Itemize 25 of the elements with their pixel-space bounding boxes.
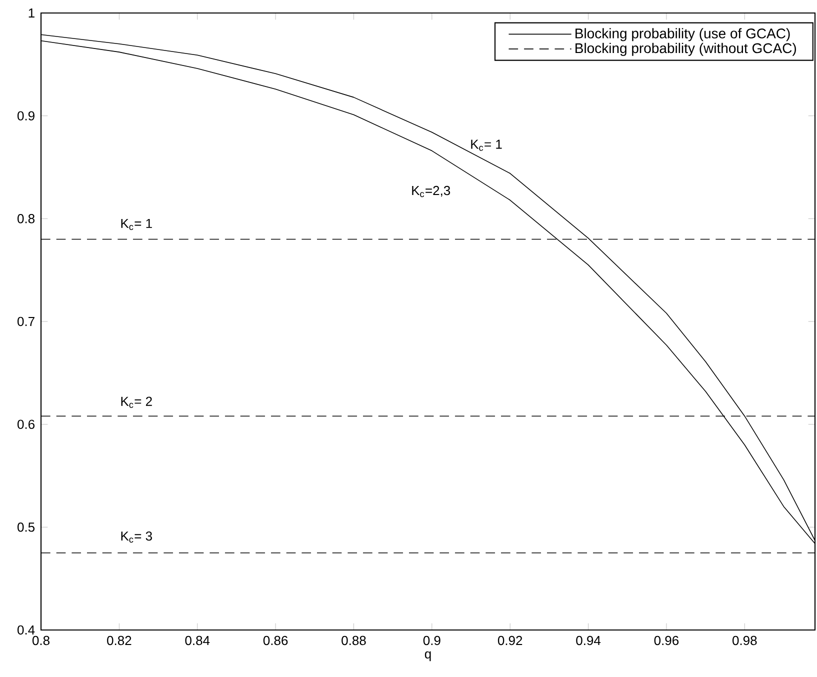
x-axis-title: q xyxy=(424,651,431,662)
annotation: K$_{c}$= 2 xyxy=(121,396,152,408)
y-tick-label: 0.4 xyxy=(18,625,35,635)
annotation: K$_{c}$=2,3 xyxy=(412,186,450,198)
legend-label: Blocking probability (without GCAC) xyxy=(576,42,796,56)
annotation: K$_{c}$= 1 xyxy=(121,218,152,230)
x-tick-label: 0.86 xyxy=(263,636,288,646)
legend-label: Blocking probability (use of GCAC) xyxy=(576,28,790,42)
y-tick-label: 1 xyxy=(28,8,34,18)
x-tick-label: 0.9 xyxy=(423,636,440,646)
annotation: K$_{c}$= 3 xyxy=(121,531,152,543)
x-tick-label: 0.94 xyxy=(576,636,601,646)
x-tick-label: 0.88 xyxy=(342,636,366,646)
y-tick-label: 0.8 xyxy=(18,214,35,224)
x-tick-label: 0.98 xyxy=(732,636,757,646)
annotation: K$_{c}$= 1 xyxy=(471,140,502,151)
y-tick-label: 0.7 xyxy=(18,316,34,326)
y-tick-label: 0.5 xyxy=(18,522,35,532)
y-tick-label: 0.9 xyxy=(18,111,34,120)
x-tick-label: 0.92 xyxy=(498,636,522,646)
x-tick-label: 0.84 xyxy=(185,636,210,646)
y-tick-label: 0.6 xyxy=(18,420,35,429)
x-tick-label: 0.8 xyxy=(32,636,50,646)
x-tick-label: 0.96 xyxy=(654,636,679,646)
x-tick-label: 0.82 xyxy=(107,636,132,646)
